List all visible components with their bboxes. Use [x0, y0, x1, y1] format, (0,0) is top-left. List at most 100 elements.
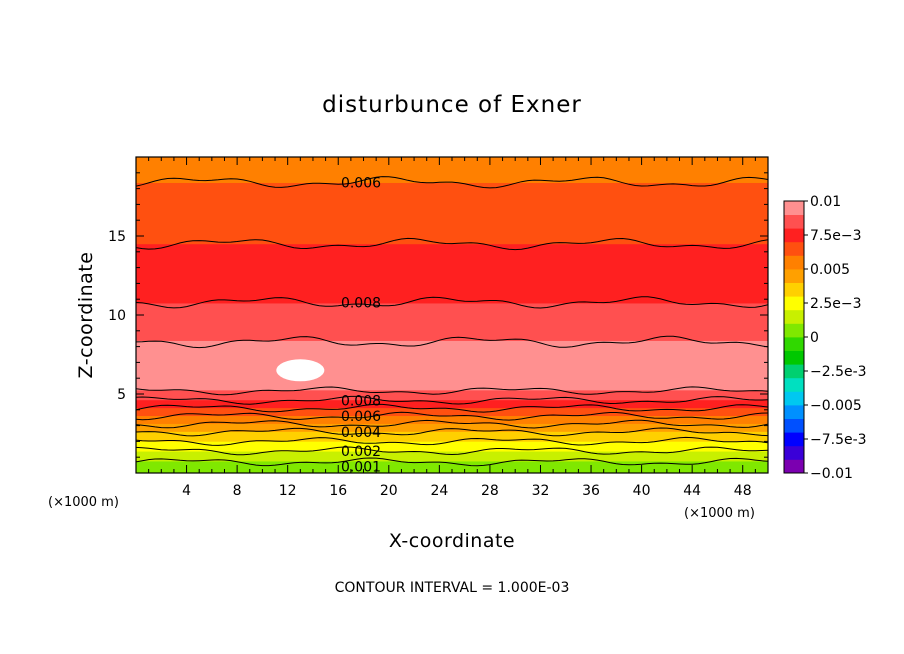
colorbar-swatch: [784, 405, 804, 419]
colorbar-swatch: [784, 309, 804, 324]
field-band: [136, 219, 768, 223]
field-band: [136, 233, 768, 237]
field-band: [136, 409, 768, 413]
field-band: [136, 287, 768, 290]
colorbar-swatch: [784, 269, 804, 283]
field-band: [136, 441, 768, 444]
field-band: [136, 184, 768, 187]
field-band: [136, 275, 768, 278]
field-band: [136, 186, 768, 189]
field-band: [136, 241, 768, 245]
x-axis-title: X-coordinate: [389, 530, 515, 552]
field-band: [136, 320, 768, 324]
field-band: [136, 348, 768, 351]
field-band: [136, 381, 768, 385]
field-band: [136, 449, 768, 452]
field-band: [136, 383, 768, 387]
x-tick-label: 28: [481, 483, 499, 499]
field-band: [136, 245, 768, 249]
contour-label: 0.004: [341, 425, 381, 441]
field-band: [136, 332, 768, 336]
field-band: [136, 399, 768, 403]
colorbar-swatch: [784, 418, 804, 433]
field-band: [136, 356, 768, 359]
field-band: [136, 401, 768, 405]
colorbar-swatch: [784, 282, 804, 297]
field-band: [136, 330, 768, 334]
field-band: [136, 217, 768, 221]
field-band: [136, 338, 768, 341]
field-band: [136, 239, 768, 243]
field-band: [136, 235, 768, 239]
field-band: [136, 289, 768, 292]
x-unit-right: (×1000 m): [684, 506, 755, 521]
field-band: [136, 281, 768, 284]
field-band: [136, 429, 768, 432]
field-band: [136, 243, 768, 247]
field-band: [136, 172, 768, 176]
contour-line: [136, 427, 768, 437]
contour-label: 0.006: [341, 175, 381, 191]
field-band: [136, 391, 768, 395]
contour-line: [136, 395, 768, 405]
field-band: [136, 350, 768, 353]
field-band: [136, 370, 768, 373]
contour-line: [136, 411, 768, 421]
x-tick-label: 8: [233, 483, 242, 499]
contour-line: [136, 237, 768, 251]
field-band: [136, 405, 768, 409]
field-band: [136, 433, 768, 436]
y-tick-label: 10: [108, 308, 126, 324]
chart-title: disturbunce of Exner: [322, 92, 582, 118]
contour-label: 0.008: [341, 393, 381, 409]
colorbar-label: −0.01: [810, 466, 853, 482]
field-band: [136, 318, 768, 322]
field-band: [136, 192, 768, 195]
colorbar-label: −2.5e-3: [810, 364, 867, 380]
field-band: [136, 273, 768, 276]
field-band: [136, 221, 768, 225]
colorbar-swatch: [784, 228, 804, 243]
field-band: [136, 212, 768, 215]
field-band: [136, 206, 768, 209]
field-band: [136, 415, 768, 418]
field-band: [136, 450, 768, 454]
field-band: [136, 200, 768, 203]
contour-line: [136, 457, 768, 467]
field-band: [136, 456, 768, 460]
field-band: [136, 364, 768, 367]
field-band: [136, 393, 768, 397]
field-band: [136, 168, 768, 172]
y-tick-label: 5: [117, 387, 126, 403]
field-band: [136, 271, 768, 274]
x-tick-label: 16: [329, 483, 347, 499]
field-band: [136, 310, 768, 314]
field-band: [136, 306, 768, 310]
field-band: [136, 283, 768, 286]
field-band: [136, 326, 768, 330]
colorbar-swatch: [784, 214, 804, 229]
field-band: [136, 176, 768, 180]
field-band: [136, 368, 768, 371]
colorbar-swatch: [784, 255, 804, 270]
field-band: [136, 196, 768, 199]
field-band: [136, 324, 768, 328]
field-band: [136, 296, 768, 300]
field-band: [136, 385, 768, 389]
field-band: [136, 294, 768, 298]
field-band: [136, 178, 768, 181]
field-band: [136, 466, 768, 470]
contour-lines: [136, 176, 768, 467]
field-band: [136, 225, 768, 229]
field-band: [136, 387, 768, 391]
field-band: [136, 419, 768, 422]
field-band: [136, 285, 768, 288]
contour-line: [136, 419, 768, 429]
field-band: [136, 346, 768, 349]
contour-line: [136, 436, 768, 446]
field-band: [136, 360, 768, 363]
field-band: [136, 223, 768, 227]
field-band: [136, 375, 768, 379]
colorbar-swatch: [784, 432, 804, 447]
